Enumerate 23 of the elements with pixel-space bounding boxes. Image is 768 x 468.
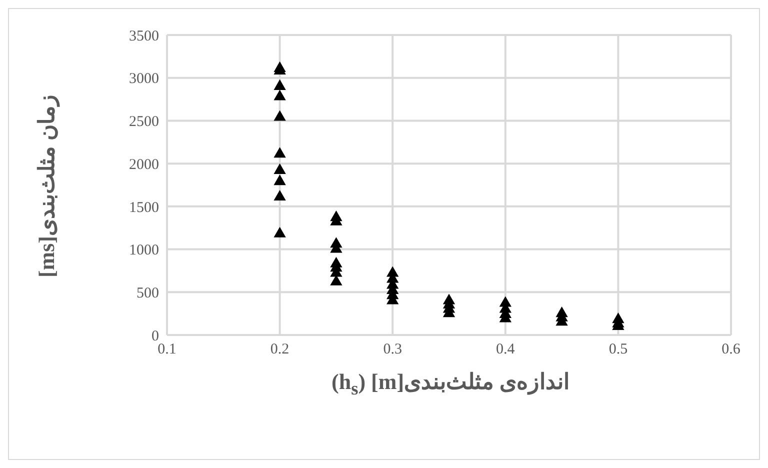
point <box>274 163 286 174</box>
x-tick-label: 0.4 <box>496 342 516 358</box>
x-tick-label: 0.5 <box>608 342 628 358</box>
point <box>274 147 286 158</box>
point <box>274 190 286 201</box>
y-tick-label: 3500 <box>129 28 159 44</box>
y-tick-label: 3000 <box>129 71 159 88</box>
point <box>274 226 286 238</box>
y-tick-label: 500 <box>136 285 159 302</box>
x-tick-label: 0.6 <box>722 342 741 358</box>
y-tick-label: 1500 <box>129 200 159 216</box>
y-tick-label: 2500 <box>129 114 159 130</box>
point <box>274 90 286 100</box>
y-axis-title: زمان مثلث‌بندی[ms] <box>34 93 61 280</box>
point <box>274 174 286 186</box>
point <box>274 79 286 90</box>
x-tick-label: 0.2 <box>270 342 290 358</box>
x-tick-label: 0.1 <box>158 342 176 358</box>
point <box>274 110 286 121</box>
y-tick-label: 0 <box>152 328 159 344</box>
x-tick-label: 0.3 <box>383 342 402 358</box>
y-tick-label: 1000 <box>129 242 159 259</box>
y-tick-label: 2000 <box>129 156 159 173</box>
